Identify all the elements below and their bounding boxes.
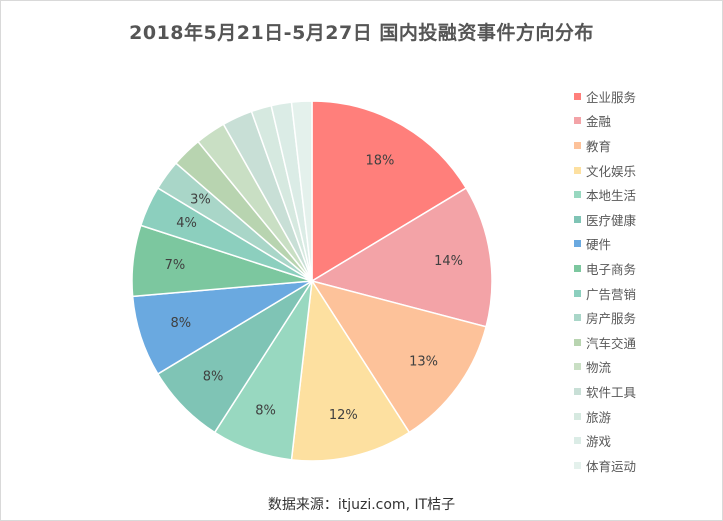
- legend-item: 电子商务: [574, 256, 636, 281]
- slice-label-9: 4%: [176, 216, 197, 231]
- slice-label-6: 8%: [203, 370, 224, 385]
- legend-swatch: [574, 412, 581, 420]
- legend-swatch: [574, 215, 581, 223]
- legend-item: 体育运动: [574, 453, 636, 478]
- legend-item: 硬件: [574, 232, 636, 257]
- legend-label: 文化娱乐: [586, 163, 637, 179]
- legend-item: 文化娱乐: [574, 158, 636, 183]
- slice-label-5: 8%: [255, 404, 276, 419]
- legend-label: 汽车交通: [586, 335, 637, 351]
- legend-label: 教育: [586, 138, 612, 154]
- legend: 企业服务金融教育文化娱乐本地生活医疗健康硬件电子商务广告营销房产服务汽车交通物流…: [574, 84, 636, 478]
- legend-swatch: [574, 437, 581, 445]
- legend-swatch: [574, 141, 581, 149]
- pie-slice-16: [290, 100, 313, 282]
- pie-slice-1: [311, 100, 468, 283]
- legend-label: 金融: [586, 114, 612, 130]
- legend-label: 体育运动: [586, 458, 637, 474]
- legend-label: 软件工具: [586, 384, 637, 400]
- chart-title: 2018年5月21日-5月27日 国内投融资事件方向分布: [129, 22, 594, 44]
- legend-item: 汽车交通: [574, 330, 636, 355]
- legend-label: 医疗健康: [586, 212, 637, 228]
- legend-label: 广告营销: [586, 286, 637, 302]
- slice-label-1: 18%: [365, 153, 394, 168]
- legend-swatch: [574, 264, 581, 272]
- legend-item: 教育: [574, 133, 636, 158]
- legend-label: 游戏: [586, 434, 612, 450]
- legend-label: 企业服务: [586, 89, 637, 105]
- legend-item: 房产服务: [574, 305, 636, 330]
- legend-swatch: [574, 92, 581, 100]
- legend-swatch: [574, 289, 581, 297]
- legend-item: 医疗健康: [574, 207, 636, 232]
- legend-label: 房产服务: [586, 311, 637, 327]
- legend-label: 旅游: [586, 409, 612, 425]
- legend-label: 本地生活: [586, 188, 637, 204]
- legend-item: 本地生活: [574, 182, 636, 207]
- legend-item: 广告营销: [574, 281, 636, 306]
- legend-swatch: [574, 191, 581, 199]
- legend-item: 物流: [574, 355, 636, 380]
- legend-swatch: [574, 166, 581, 174]
- slice-label-4: 12%: [329, 408, 358, 423]
- legend-item: 旅游: [574, 404, 636, 429]
- slice-label-7: 8%: [170, 316, 191, 331]
- legend-swatch: [574, 117, 581, 125]
- slice-label-3: 13%: [409, 355, 438, 370]
- legend-item: 游戏: [574, 428, 636, 453]
- legend-swatch: [574, 314, 581, 322]
- legend-swatch: [574, 363, 581, 371]
- legend-swatch: [574, 387, 581, 395]
- pie-slice-4: [290, 278, 411, 462]
- data-source: 数据来源：itjuzi.com, IT桔子: [267, 497, 456, 513]
- legend-label: 硬件: [586, 237, 612, 253]
- legend-item: 软件工具: [574, 379, 636, 404]
- legend-item: 企业服务: [574, 84, 636, 109]
- legend-swatch: [574, 240, 581, 248]
- legend-swatch: [574, 338, 581, 346]
- legend-swatch: [574, 461, 581, 469]
- pie-slice-3: [310, 279, 488, 434]
- slice-label-2: 14%: [434, 254, 463, 269]
- legend-item: 金融: [574, 109, 636, 134]
- slice-label-10: 3%: [190, 192, 211, 207]
- legend-label: 电子商务: [586, 261, 637, 277]
- legend-label: 物流: [586, 360, 612, 376]
- slice-label-8: 7%: [165, 258, 186, 273]
